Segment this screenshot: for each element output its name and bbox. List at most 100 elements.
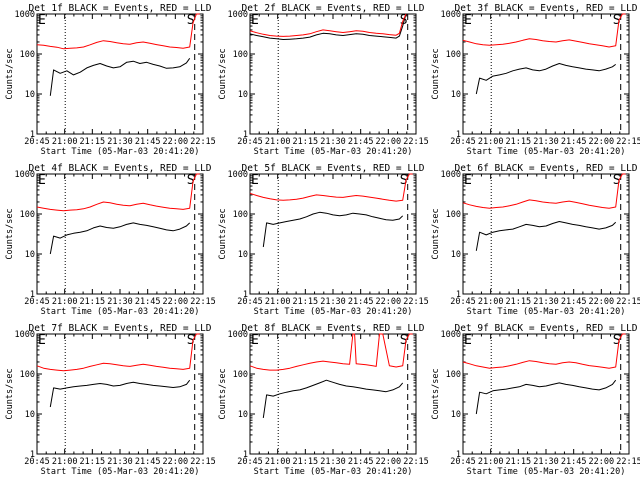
x-tick-label: 21:00: [265, 457, 291, 467]
chart-title: Det 9f BLACK = Events, RED = LLD: [454, 323, 637, 334]
x-tick-label: 21:30: [107, 457, 133, 467]
series-lld-line: [462, 13, 626, 48]
x-tick-label: 21:30: [533, 137, 559, 147]
y-tick-label: 10: [238, 90, 248, 100]
x-tick-label: 21:15: [80, 137, 106, 147]
y-tick-label: 1000: [15, 10, 35, 20]
x-axis-label: Start Time (05-Mar-03 20:41:20): [254, 147, 413, 157]
series-events-line: [475, 63, 616, 95]
x-tick-label: 21:30: [320, 137, 346, 147]
marker-label: E: [251, 13, 259, 28]
x-tick-label: 21:45: [135, 297, 161, 307]
x-axis-label: Start Time (05-Mar-03 20:41:20): [467, 147, 626, 157]
series-lld-line: [249, 173, 413, 202]
x-tick-label: 22:15: [403, 297, 429, 307]
plot-frame: [249, 13, 417, 135]
x-axis-label: Start Time (05-Mar-03 20:41:20): [41, 147, 200, 157]
x-axis-label: Start Time (05-Mar-03 20:41:20): [254, 307, 413, 317]
marker-label: S: [613, 13, 621, 28]
series-lld-line: [249, 13, 407, 37]
y-tick-label: 1000: [441, 170, 461, 180]
chart-title: Det 5f BLACK = Events, RED = LLD: [241, 163, 424, 174]
y-tick-label: 1: [30, 130, 35, 140]
x-tick-label: 22:15: [616, 297, 640, 307]
y-tick-label: 10: [451, 250, 461, 260]
x-tick-label: 21:45: [561, 297, 587, 307]
marker-label: E: [251, 333, 259, 348]
y-tick-label: 1000: [228, 10, 248, 20]
y-axis-label: Counts/sec: [5, 48, 15, 99]
x-tick-label: 20:45: [24, 137, 50, 147]
chart-panel-5: Det 5f BLACK = Events, RED = LLD 1 10 100 10…: [218, 163, 429, 317]
x-tick-label: 21:00: [478, 457, 504, 467]
series-events-line: [475, 379, 617, 415]
x-tick-label: 21:00: [52, 297, 78, 307]
x-tick-label: 22:00: [163, 297, 189, 307]
x-tick-label: 22:15: [616, 457, 640, 467]
series-lld-line: [36, 333, 200, 372]
y-tick-label: 100: [446, 210, 461, 220]
marker-label: S: [400, 173, 408, 188]
marker-label: E: [251, 173, 259, 188]
chart-panel-9: Det 9f BLACK = Events, RED = LLD 1 10 100 10…: [431, 323, 640, 477]
x-tick-label: 21:45: [135, 457, 161, 467]
chart-panel-1: Det 1f BLACK = Events, RED = LLD 1 10 100 10…: [5, 3, 216, 157]
y-axis-label: Counts/sec: [218, 368, 228, 419]
x-tick-label: 22:00: [163, 137, 189, 147]
x-tick-label: 22:00: [589, 137, 615, 147]
x-axis-label: Start Time (05-Mar-03 20:41:20): [254, 467, 413, 477]
y-tick-label: 100: [20, 210, 35, 220]
x-tick-label: 21:45: [348, 297, 374, 307]
x-tick-label: 22:00: [589, 457, 615, 467]
x-tick-label: 21:30: [107, 297, 133, 307]
chart-title: Det 1f BLACK = Events, RED = LLD: [28, 3, 211, 14]
series-lld-line: [462, 333, 626, 369]
y-tick-label: 100: [446, 50, 461, 60]
marker-label: E: [464, 173, 472, 188]
y-tick-label: 10: [238, 250, 248, 260]
y-axis-label: Counts/sec: [218, 48, 228, 99]
x-tick-label: 22:00: [376, 457, 402, 467]
marker-label: E: [38, 173, 46, 188]
series-events-line: [262, 211, 404, 248]
series-events-line: [249, 13, 407, 40]
y-tick-label: 10: [25, 250, 35, 260]
x-tick-label: 22:15: [190, 137, 216, 147]
x-tick-label: 21:45: [561, 457, 587, 467]
plot-frame: [36, 333, 204, 455]
x-tick-label: 21:45: [348, 137, 374, 147]
y-axis-label: Counts/sec: [431, 368, 441, 419]
x-tick-label: 21:15: [80, 297, 106, 307]
marker-label: S: [187, 13, 195, 28]
x-tick-label: 22:15: [190, 457, 216, 467]
x-tick-label: 21:30: [107, 137, 133, 147]
y-axis-label: Counts/sec: [218, 208, 228, 259]
x-tick-label: 22:15: [403, 457, 429, 467]
x-tick-label: 21:30: [320, 297, 346, 307]
x-tick-label: 20:45: [450, 297, 476, 307]
plot-frame: [462, 333, 630, 455]
x-tick-label: 21:15: [506, 457, 532, 467]
y-tick-label: 1000: [228, 170, 248, 180]
y-tick-label: 1000: [441, 10, 461, 20]
series-events-line: [262, 379, 404, 418]
x-tick-label: 20:45: [237, 137, 263, 147]
chart-panel-3: Det 3f BLACK = Events, RED = LLD 1 10 100 10…: [431, 3, 640, 157]
x-axis-label: Start Time (05-Mar-03 20:41:20): [467, 307, 626, 317]
chart-title: Det 6f BLACK = Events, RED = LLD: [454, 163, 637, 174]
x-tick-label: 21:15: [506, 137, 532, 147]
y-tick-label: 10: [451, 410, 461, 420]
series-lld-line: [249, 333, 413, 371]
x-tick-label: 21:15: [293, 297, 319, 307]
y-tick-label: 1: [30, 450, 35, 460]
chart-panel-8: Det 8f BLACK = Events, RED = LLD 1 10 100 10…: [218, 323, 429, 477]
y-tick-label: 1: [243, 130, 248, 140]
y-tick-label: 1: [456, 130, 461, 140]
marker-label: S: [613, 173, 621, 188]
x-tick-label: 22:15: [403, 137, 429, 147]
x-tick-label: 21:00: [52, 457, 78, 467]
y-axis-label: Counts/sec: [431, 48, 441, 99]
y-tick-label: 10: [25, 410, 35, 420]
plot-frame: [249, 173, 417, 295]
y-axis-label: Counts/sec: [5, 208, 15, 259]
